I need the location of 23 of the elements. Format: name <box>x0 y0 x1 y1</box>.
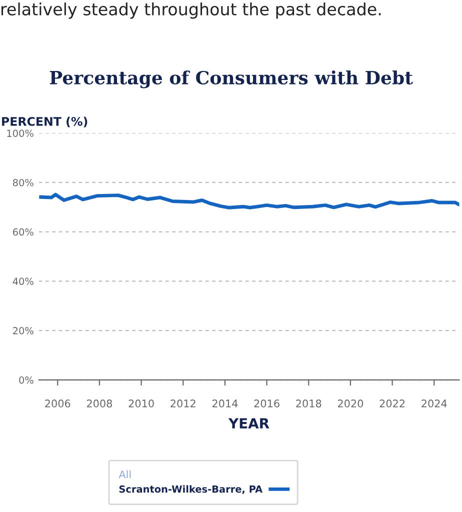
y-tick-label: 40% <box>12 278 34 286</box>
x-tick-label: 2020 <box>338 400 364 408</box>
legend-title: All <box>118 470 131 478</box>
y-axis-title: PERCENT (%) <box>2 116 88 128</box>
y-tick-label: 20% <box>13 327 34 334</box>
x-tick-label: 2018 <box>296 400 322 408</box>
x-tick-label: 2012 <box>170 400 196 408</box>
x-axis-title: YEAR <box>228 418 270 428</box>
y-tick-label: 0% <box>19 376 34 384</box>
y-tick-label: 80% <box>12 178 34 186</box>
legend-label: Scranton-Wilkes-Barre, PA <box>119 485 263 494</box>
x-tick-label: 2014 <box>212 400 238 408</box>
x-tick-label: 2008 <box>86 400 112 408</box>
x-tick-label: 2022 <box>380 400 405 408</box>
y-tick-label: 60% <box>13 228 34 236</box>
x-tick-label: 2006 <box>45 400 70 408</box>
x-tick-label: 2016 <box>254 400 280 408</box>
x-tick-label: 2010 <box>128 400 154 408</box>
y-tick-label: 100% <box>7 130 34 137</box>
chart-title: Percentage of Consumers with Debt <box>50 70 413 88</box>
x-tick-label: 2024 <box>422 400 447 408</box>
line-series <box>39 192 460 210</box>
text: relatively steady throughout the past decade. <box>2 2 381 19</box>
